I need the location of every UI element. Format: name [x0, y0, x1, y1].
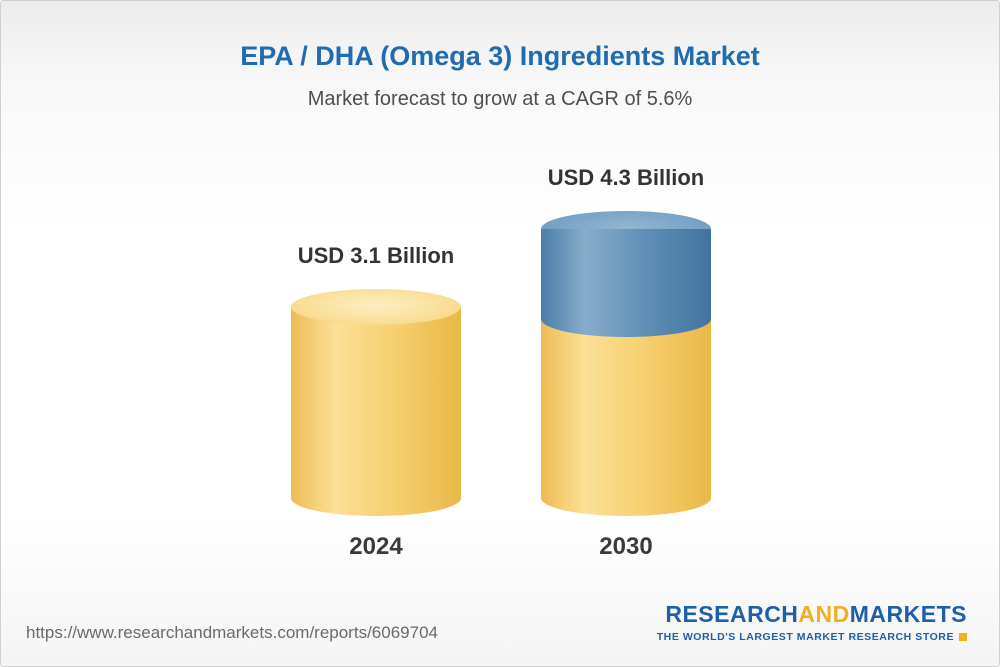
- logo-tagline-row: THE WORLD'S LARGEST MARKET RESEARCH STOR…: [657, 631, 967, 643]
- bar-2024-body: [291, 307, 461, 516]
- value-label-2024: USD 3.1 Billion: [297, 243, 455, 268]
- logo-accent-square-icon: [959, 633, 967, 641]
- category-label-2030: 2030: [599, 533, 653, 560]
- researchandmarkets-logo: RESEARCHANDMARKETS THE WORLD'S LARGEST M…: [657, 601, 967, 643]
- chart-subtitle: Market forecast to grow at a CAGR of 5.6…: [307, 88, 693, 110]
- value-label-2030: USD 4.3 Billion: [547, 165, 705, 190]
- report-url: https://www.researchandmarkets.com/repor…: [26, 623, 438, 642]
- logo-word-markets: MARKETS: [849, 601, 967, 627]
- logo-word-research: RESEARCH: [665, 601, 799, 627]
- bar-2024-top-ellipse: [291, 289, 461, 325]
- bar-2030-base-segment: [541, 319, 711, 516]
- logo-word-and: AND: [798, 601, 850, 627]
- logo-tagline-text: THE WORLD'S LARGEST MARKET RESEARCH STOR…: [656, 631, 954, 643]
- bar-2030-growth-segment: [541, 229, 711, 337]
- bar-2030-cylinder: [541, 211, 711, 516]
- category-label-2024: 2024: [349, 533, 403, 560]
- chart-title: EPA / DHA (Omega 3) Ingredients Market: [240, 41, 760, 71]
- bar-2024-cylinder: [291, 289, 461, 516]
- logo-wordmark: RESEARCHANDMARKETS: [657, 601, 967, 628]
